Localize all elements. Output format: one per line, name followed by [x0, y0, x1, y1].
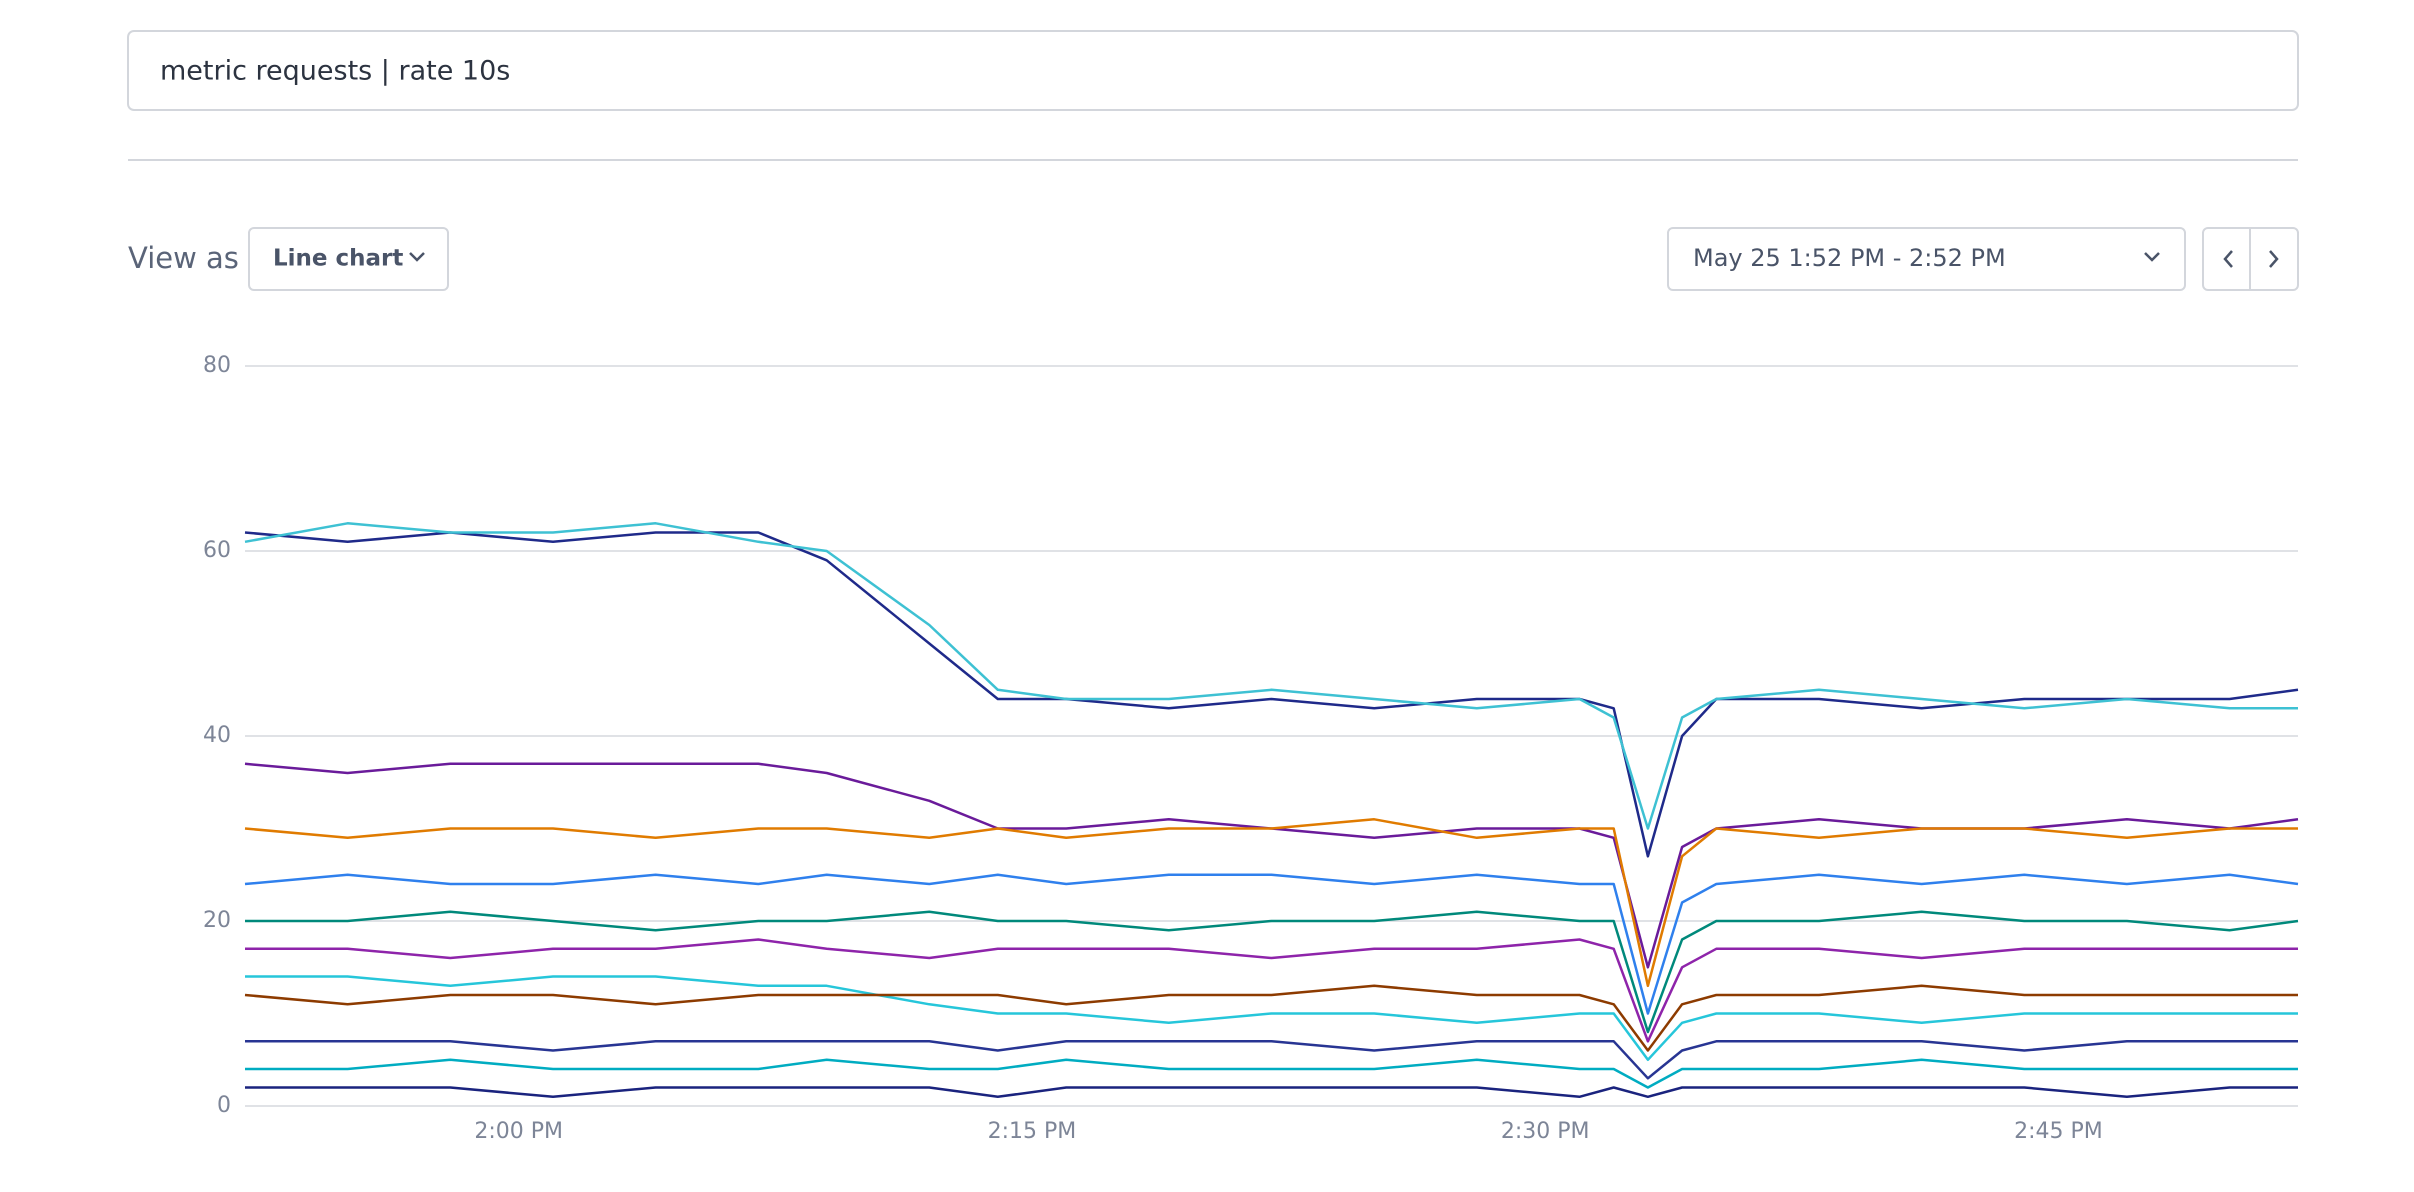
x-tick-label: 2:15 PM [988, 1119, 1077, 1144]
y-tick-label: 0 [217, 1093, 231, 1118]
series-line [245, 975, 2298, 1062]
series-line [244, 531, 2299, 858]
x-tick-label: 2:00 PM [474, 1119, 563, 1144]
y-tick-label: 40 [203, 723, 231, 748]
time-range[interactable]: May 25 1:52 PM - 2:52 PM [1693, 244, 2006, 272]
y-tick-label: 60 [203, 538, 231, 563]
view-as-dropdown[interactable] [248, 227, 449, 291]
prev-button[interactable] [2223, 250, 2233, 268]
series-line [244, 873, 2299, 1015]
series-line [245, 938, 2298, 1043]
series-line [244, 818, 2298, 988]
x-tick-label: 2:30 PM [1501, 1119, 1590, 1144]
time-range-dropdown[interactable] [1667, 227, 2186, 291]
query-box[interactable] [127, 30, 2299, 111]
chart: 0 20 40 60 80 2:00 PM 2:15 PM 2:30 PM 2:45 PM [203, 353, 2299, 1144]
series-line [245, 1058, 2298, 1089]
series-line [245, 1086, 2298, 1099]
query-text[interactable]: metric requests | rate 10s [160, 56, 510, 87]
series-line [244, 762, 2299, 969]
series-line [244, 522, 2298, 830]
x-tick-label: 2:45 PM [2014, 1119, 2103, 1144]
next-button[interactable] [2269, 250, 2279, 268]
y-tick-label: 80 [203, 353, 231, 378]
series-line [245, 1040, 2298, 1080]
series-line [245, 910, 2299, 1034]
series-line [244, 984, 2298, 1052]
chevron-down [2144, 252, 2160, 262]
y-tick-label: 20 [203, 908, 231, 933]
view-as-value[interactable]: Line chart [273, 246, 403, 272]
chevron-down [409, 252, 425, 262]
view-as-label: View as [128, 241, 239, 275]
